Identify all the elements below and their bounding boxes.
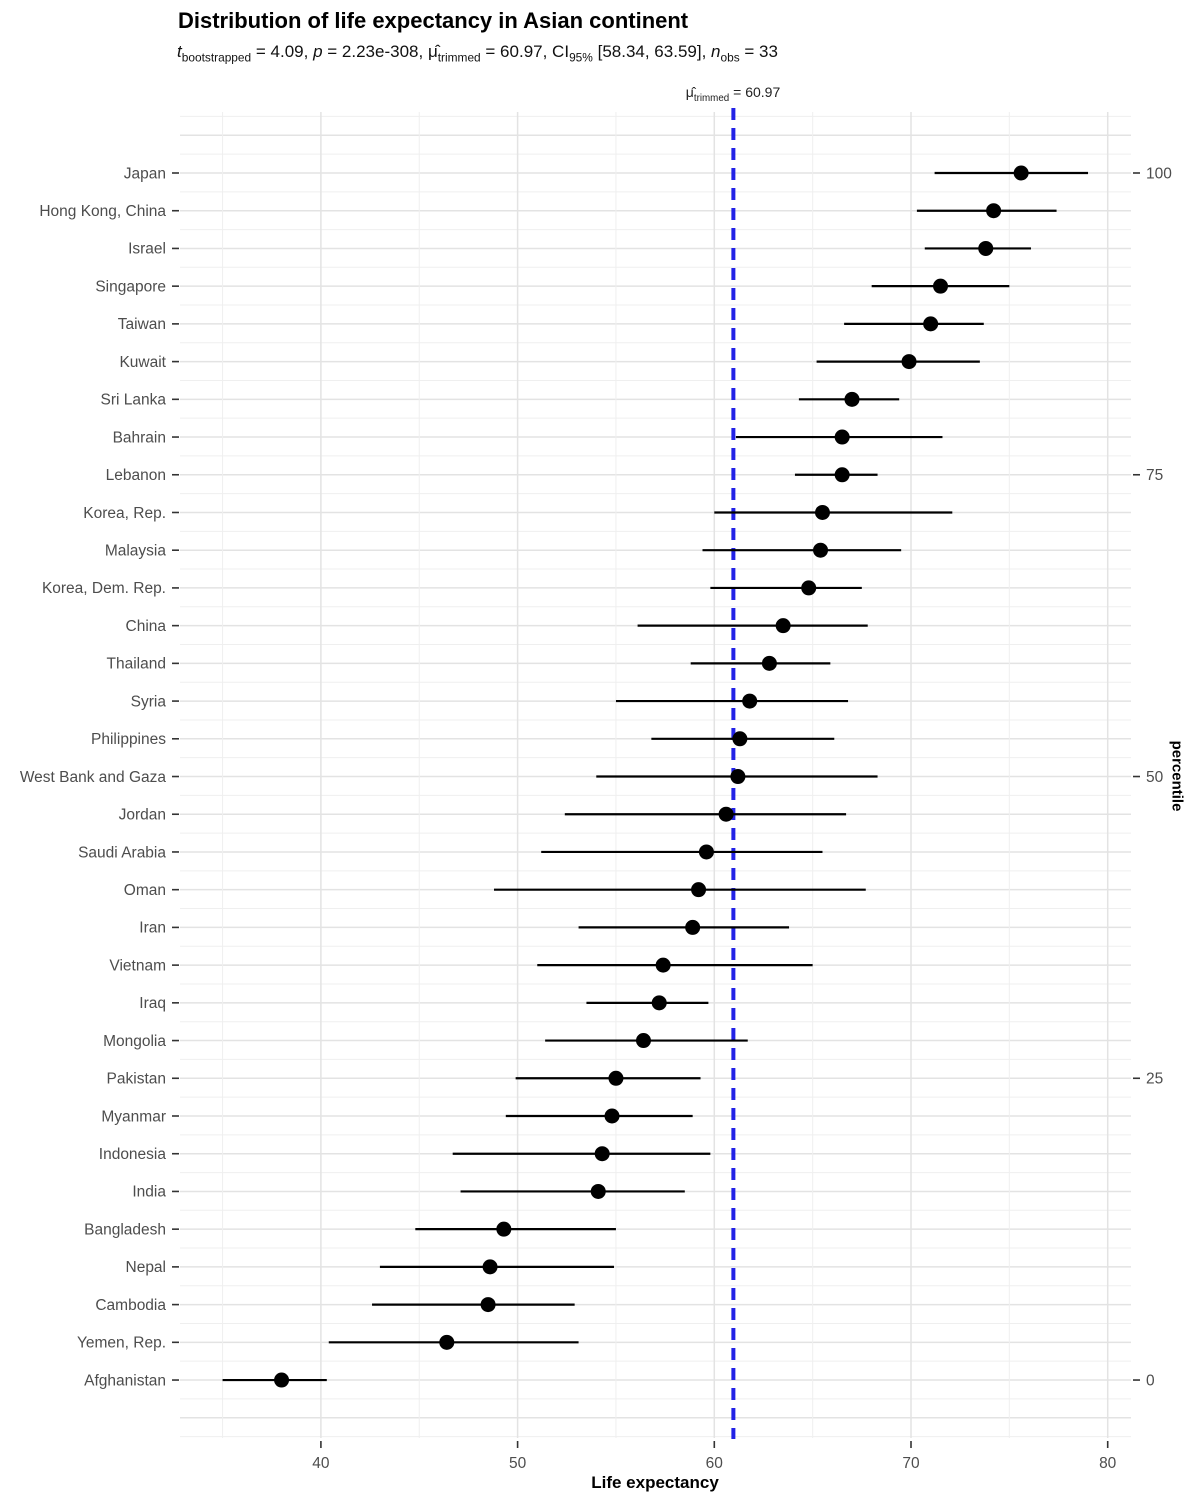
x-tick-label: 40 — [312, 1455, 330, 1472]
data-point — [761, 655, 777, 671]
data-point — [439, 1334, 455, 1350]
data-point — [923, 316, 939, 332]
data-point — [718, 806, 734, 822]
data-point — [274, 1372, 290, 1388]
data-point — [496, 1221, 512, 1237]
country-label: West Bank and Gaza — [20, 769, 167, 786]
country-label: Saudi Arabia — [78, 844, 166, 861]
data-point — [933, 278, 949, 294]
country-label: Myanmar — [101, 1108, 166, 1125]
data-point — [594, 1146, 610, 1162]
country-label: Korea, Rep. — [83, 505, 166, 522]
data-point — [651, 995, 667, 1011]
country-label: Iraq — [139, 995, 166, 1012]
data-point — [685, 919, 701, 935]
country-label: Singapore — [95, 278, 166, 295]
data-point — [604, 1108, 620, 1124]
plot-title: Distribution of life expectancy in Asian… — [178, 8, 689, 33]
country-label: Thailand — [107, 656, 166, 673]
data-point — [844, 391, 860, 407]
x-tick-label: 70 — [902, 1455, 920, 1472]
data-point — [482, 1259, 498, 1275]
data-point — [986, 203, 1002, 219]
data-point — [730, 769, 746, 785]
country-label: Indonesia — [99, 1146, 167, 1163]
country-label: Oman — [124, 882, 166, 899]
right-tick-label: 100 — [1146, 165, 1172, 182]
country-label: Japan — [124, 165, 166, 182]
country-label: Cambodia — [95, 1297, 166, 1314]
country-label: India — [132, 1184, 166, 1201]
country-label: Mongolia — [103, 1033, 166, 1050]
data-point — [732, 731, 748, 747]
country-label: Bangladesh — [84, 1221, 166, 1238]
data-point — [480, 1297, 496, 1313]
right-tick-label: 50 — [1146, 769, 1164, 786]
data-point — [978, 240, 994, 256]
data-point — [635, 1033, 651, 1049]
data-point — [775, 618, 791, 634]
country-label: Lebanon — [106, 467, 166, 484]
data-point — [814, 504, 830, 520]
data-point — [590, 1183, 606, 1199]
country-label: Jordan — [119, 807, 166, 824]
data-point — [655, 957, 671, 973]
data-point — [691, 882, 707, 898]
x-tick-label: 60 — [706, 1455, 724, 1472]
x-axis-title: Life expectancy — [591, 1473, 719, 1492]
right-tick-label: 0 — [1146, 1372, 1155, 1389]
right-tick-label: 25 — [1146, 1071, 1163, 1088]
country-label: Syria — [131, 693, 167, 710]
country-label: Bahrain — [113, 429, 166, 446]
refline-label: μ̂trimmed = 60.97 — [685, 84, 781, 104]
right-tick-label: 75 — [1146, 467, 1163, 484]
country-label: Pakistan — [107, 1071, 166, 1088]
country-label: Afghanistan — [84, 1372, 166, 1389]
country-label: Sri Lanka — [101, 392, 167, 409]
country-label: Iran — [139, 920, 166, 937]
data-point — [834, 467, 850, 483]
country-label: Vietnam — [109, 957, 166, 974]
data-point — [813, 542, 829, 558]
x-tick-label: 50 — [509, 1455, 527, 1472]
data-point — [834, 429, 850, 445]
right-axis-title: percentile — [1168, 740, 1186, 812]
data-point — [801, 580, 817, 596]
x-tick-label: 80 — [1099, 1455, 1117, 1472]
country-label: Taiwan — [118, 316, 166, 333]
country-label: Kuwait — [119, 354, 166, 371]
country-label: Hong Kong, China — [39, 203, 166, 220]
country-label: Korea, Dem. Rep. — [42, 580, 166, 597]
data-point — [1013, 165, 1029, 181]
data-point — [742, 693, 758, 709]
data-point — [698, 844, 714, 860]
country-label: Israel — [128, 241, 166, 258]
country-label: Nepal — [126, 1259, 167, 1276]
country-label: Philippines — [91, 731, 166, 748]
country-label: China — [126, 618, 167, 635]
country-label: Malaysia — [105, 543, 167, 560]
data-point — [608, 1070, 624, 1086]
plot-subtitle: tbootstrapped = 4.09, p = 2.23e-308, μ̂t… — [177, 42, 778, 65]
data-point — [901, 354, 917, 370]
country-label: Yemen, Rep. — [77, 1335, 166, 1352]
